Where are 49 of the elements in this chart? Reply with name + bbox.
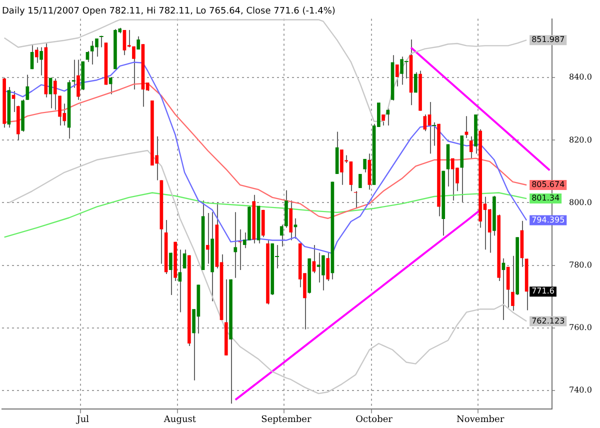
candlestick bbox=[506, 266, 510, 308]
x-tick-label: August bbox=[162, 414, 196, 425]
candlestick bbox=[108, 76, 112, 95]
candlestick bbox=[127, 30, 131, 48]
candlestick bbox=[182, 249, 186, 269]
data-label: 762.123 bbox=[532, 316, 565, 326]
candlestick bbox=[326, 252, 330, 282]
candlestick bbox=[363, 158, 366, 173]
candlestick bbox=[76, 59, 80, 100]
candlestick bbox=[404, 59, 409, 80]
candlestick bbox=[72, 59, 76, 88]
candlestick bbox=[132, 46, 136, 90]
candlestick bbox=[349, 160, 353, 192]
x-tick-label: November bbox=[456, 414, 505, 425]
candlestick bbox=[178, 249, 182, 313]
x-tick-label: October bbox=[356, 414, 394, 425]
data-label: 801.34 bbox=[532, 194, 560, 203]
y-tick-label: 740.0 bbox=[569, 386, 592, 395]
candlestick bbox=[414, 72, 418, 94]
candlestick bbox=[396, 64, 399, 87]
candlestick bbox=[98, 35, 104, 48]
candlestick bbox=[40, 46, 43, 76]
x-tick-label: Jul bbox=[76, 414, 90, 425]
candlestick bbox=[26, 74, 30, 100]
data-label: 805.674 bbox=[532, 180, 565, 190]
candlestick bbox=[234, 212, 238, 278]
candlestick bbox=[35, 46, 38, 64]
candlestick bbox=[469, 136, 473, 159]
candlestick bbox=[382, 114, 385, 126]
y-tick-label: 800.0 bbox=[569, 198, 592, 207]
chart-title: Daily 15/11/2007 Open 782.11, Hi 782.11, Lo 765.64, Close 771.6 (-1.4%) bbox=[2, 6, 336, 17]
candlestick bbox=[294, 218, 298, 240]
candlestick bbox=[511, 255, 514, 312]
text: 771.6 bbox=[532, 286, 554, 296]
y-tick-label: 780.0 bbox=[569, 260, 592, 270]
data-label: 851.987 bbox=[532, 35, 565, 44]
candlestick bbox=[312, 244, 316, 274]
x-tick-label: September bbox=[261, 414, 312, 425]
candlestick bbox=[136, 36, 140, 50]
candlestick bbox=[206, 212, 210, 264]
candlestick bbox=[53, 78, 57, 110]
candlestick bbox=[432, 122, 437, 146]
y-tick-label: 840.0 bbox=[569, 72, 592, 82]
candlestick bbox=[169, 252, 172, 296]
y-tick-label: 760.0 bbox=[569, 322, 592, 332]
candlestick bbox=[423, 114, 427, 132]
candlestick bbox=[464, 116, 468, 138]
data-label: 794.395 bbox=[532, 215, 565, 224]
y-tick-label: 820.0 bbox=[569, 135, 592, 144]
